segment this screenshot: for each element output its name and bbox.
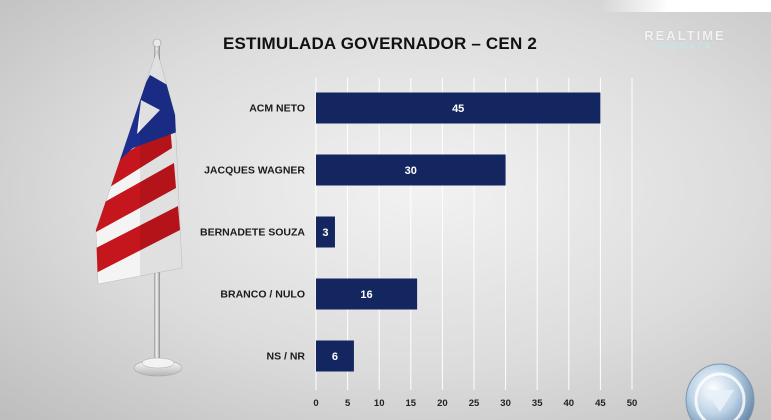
x-tick-label: 30 bbox=[500, 398, 511, 409]
x-tick-label: 45 bbox=[595, 398, 606, 409]
bahia-flag-illustration bbox=[95, 38, 183, 377]
data-label: 3 bbox=[322, 227, 328, 239]
brand-name: REALTIME bbox=[644, 28, 726, 43]
chart-title: ESTIMULADA GOVERNADOR – CEN 2 bbox=[222, 34, 538, 53]
category-label: BRANCO / NULO bbox=[220, 289, 305, 301]
category-label: ACM NETO bbox=[249, 103, 305, 115]
x-tick-label: 25 bbox=[469, 398, 480, 409]
bar bbox=[316, 92, 601, 124]
category-label: JACQUES WAGNER bbox=[204, 165, 305, 177]
data-label: 30 bbox=[405, 165, 417, 177]
chart-bars bbox=[316, 92, 601, 372]
x-tick-label: 0 bbox=[313, 398, 318, 409]
x-tick-label: 5 bbox=[345, 398, 351, 409]
x-tick-label: 35 bbox=[532, 398, 543, 409]
category-label: NS / NR bbox=[266, 351, 305, 363]
bar bbox=[316, 154, 506, 186]
brand-subname: BIGDATA bbox=[656, 42, 714, 51]
data-label: 16 bbox=[360, 289, 372, 301]
chart-grid bbox=[315, 78, 633, 390]
data-label: 45 bbox=[452, 103, 464, 115]
record-tv-logo bbox=[685, 363, 755, 420]
x-tick-label: 40 bbox=[564, 398, 575, 409]
category-label: BERNADETE SOUZA bbox=[200, 227, 305, 239]
x-tick-label: 50 bbox=[627, 398, 638, 409]
bar bbox=[316, 216, 335, 248]
x-tick-label: 15 bbox=[406, 398, 417, 409]
data-label: 6 bbox=[332, 351, 338, 363]
x-tick-label: 20 bbox=[437, 398, 448, 409]
chart-labels: 0 5 10 15 20 25 30 35 40 45 50 ACM NETO 45 JACQUES WA… bbox=[200, 103, 637, 410]
top-white-strip bbox=[600, 0, 771, 12]
realtime-bigdata-logo: REALTIME BIGDATA bbox=[640, 28, 730, 51]
bar bbox=[316, 278, 418, 310]
x-tick-label: 10 bbox=[374, 398, 385, 409]
bar bbox=[316, 340, 354, 372]
